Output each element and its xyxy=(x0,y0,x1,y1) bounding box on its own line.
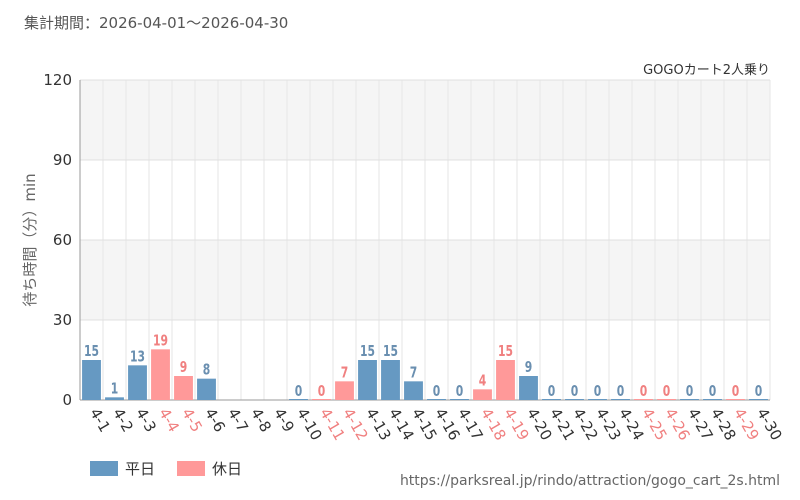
bar xyxy=(588,399,607,400)
x-tick-label: 4-2 xyxy=(109,405,137,435)
bar xyxy=(105,397,124,400)
y-axis-label: 待ち時間（分）min xyxy=(21,173,39,306)
bar xyxy=(151,349,170,400)
y-tick-labels: 0 30 60 90 120 xyxy=(43,71,72,409)
x-tick-label: 4-3 xyxy=(132,405,160,435)
data-label: 15 xyxy=(383,343,398,361)
data-label: 0 xyxy=(456,383,464,401)
bar xyxy=(611,399,630,400)
bar xyxy=(381,360,400,400)
bar xyxy=(358,360,377,400)
data-label: 15 xyxy=(360,343,375,361)
data-label: 0 xyxy=(732,383,740,401)
data-label: 0 xyxy=(663,383,671,401)
x-tick-label: 4-5 xyxy=(178,405,206,435)
legend-item-holiday: 休日 xyxy=(177,458,242,479)
data-label: 0 xyxy=(617,383,625,401)
data-label: 13 xyxy=(130,348,145,366)
y-tick-label: 90 xyxy=(53,151,72,169)
legend-label-holiday: 休日 xyxy=(212,460,243,478)
bar xyxy=(197,378,216,400)
bar xyxy=(312,399,331,400)
legend-item-weekday: 平日 xyxy=(90,458,155,479)
bar xyxy=(289,399,308,400)
data-label: 0 xyxy=(571,383,579,401)
x-tick-label: 4-7 xyxy=(224,405,252,435)
data-label: 15 xyxy=(84,343,99,361)
legend-swatch-holiday xyxy=(177,461,206,476)
legend-swatch-weekday xyxy=(90,461,118,476)
y-tick-label: 0 xyxy=(62,391,72,409)
bar xyxy=(335,381,354,400)
x-tick-label: 4-4 xyxy=(155,405,183,435)
period-text: 集計期間：2026-04-01～2026-04-30 xyxy=(24,14,289,32)
data-label: 1 xyxy=(111,380,119,398)
bar xyxy=(427,399,446,400)
bar xyxy=(82,360,101,400)
x-tick-label: 4-9 xyxy=(270,405,298,435)
x-tick-label: 4-1 xyxy=(86,405,114,435)
data-label: 0 xyxy=(640,383,648,401)
bar xyxy=(565,399,584,400)
bar xyxy=(496,360,515,400)
axes xyxy=(79,80,770,401)
bar xyxy=(174,376,193,400)
data-label: 9 xyxy=(180,359,188,377)
data-label: 19 xyxy=(153,332,168,350)
data-label: 0 xyxy=(433,383,441,401)
data-label: 0 xyxy=(686,383,694,401)
bars xyxy=(82,349,768,400)
x-tick-labels: 4-14-24-34-44-54-64-74-84-94-104-114-124… xyxy=(86,405,786,443)
data-label: 7 xyxy=(341,364,349,382)
data-label: 7 xyxy=(410,364,418,382)
data-label: 9 xyxy=(525,359,533,377)
bar xyxy=(703,399,722,400)
y-tick-label: 60 xyxy=(53,231,72,249)
data-label: 0 xyxy=(755,383,763,401)
y-tick-label: 30 xyxy=(53,311,72,329)
y-tick-label: 120 xyxy=(43,71,72,89)
bar xyxy=(542,399,561,400)
x-tick-label: 4-6 xyxy=(201,405,229,435)
bar xyxy=(404,381,423,400)
x-tick-label: 4-30 xyxy=(753,405,786,443)
data-label: 0 xyxy=(318,383,326,401)
bar xyxy=(128,365,147,400)
data-label: 4 xyxy=(479,372,487,390)
data-label: 0 xyxy=(548,383,556,401)
bar xyxy=(680,399,699,400)
x-tick-label: 4-8 xyxy=(247,405,275,435)
data-label: 0 xyxy=(295,383,303,401)
bar xyxy=(473,389,492,400)
legend-label-weekday: 平日 xyxy=(125,460,156,478)
bar xyxy=(749,399,768,400)
bar xyxy=(519,376,538,400)
bar xyxy=(634,399,653,400)
data-label: 15 xyxy=(498,343,513,361)
data-label: 0 xyxy=(709,383,717,401)
chart-title: GOGOカート2人乗り xyxy=(643,63,770,78)
bar xyxy=(726,399,745,400)
bar xyxy=(450,399,469,400)
data-label: 8 xyxy=(203,361,211,379)
bar xyxy=(657,399,676,400)
legend: 平日 休日 xyxy=(90,458,242,479)
source-url[interactable]: https://parksreal.jp/rindo/attraction/go… xyxy=(399,473,780,489)
data-label: 0 xyxy=(594,383,602,401)
